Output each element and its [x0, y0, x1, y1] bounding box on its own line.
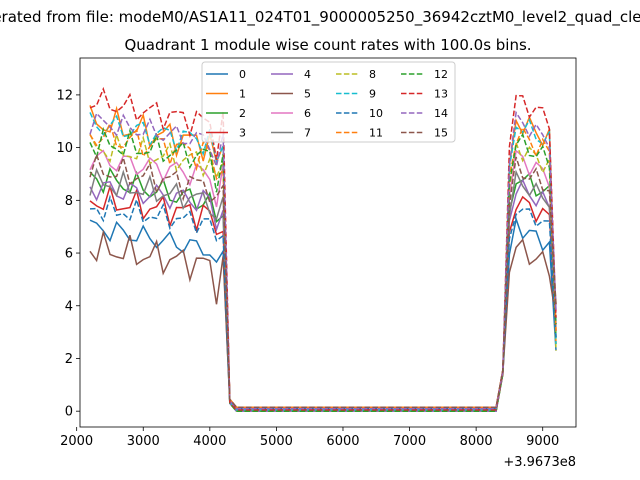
- y-tick-label: 10: [56, 141, 73, 156]
- x-tick-label: 2000: [60, 434, 93, 449]
- series-line-7: [89, 167, 557, 408]
- legend-label-14: 14: [434, 107, 448, 120]
- series-line-8: [89, 131, 557, 412]
- x-offset-label: +3.9673e8: [503, 455, 576, 470]
- suptitle: Plot generated from file: modeM0/AS1A11_…: [0, 8, 640, 27]
- legend-label-3: 3: [239, 127, 246, 140]
- y-tick-label: 4: [65, 299, 73, 314]
- series-line-14: [89, 110, 557, 410]
- series-line-13: [89, 86, 557, 411]
- axes-frame: [79, 57, 577, 428]
- legend-label-1: 1: [239, 88, 246, 101]
- series-line-15: [89, 152, 557, 408]
- x-tick-label: 9000: [526, 434, 559, 449]
- series-line-3: [89, 183, 557, 408]
- series-line-9: [89, 112, 557, 411]
- plot-area: 2000 3000 4000 5000 6000 7000 8000 9000 0246810…: [56, 57, 577, 470]
- y-axis: 0 2 4 6 8 10 12: [56, 88, 80, 420]
- x-axis: 2000 3000 4000 5000 6000 7000 8000 9000: [60, 427, 559, 449]
- x-tick-label: 4000: [193, 434, 226, 449]
- legend-label-8: 8: [369, 68, 376, 81]
- legend-label-0: 0: [239, 68, 246, 81]
- series-group: [89, 86, 557, 412]
- legend-label-4: 4: [304, 68, 311, 81]
- x-tick-label: 3000: [127, 434, 160, 449]
- series-line-1: [89, 105, 557, 411]
- legend-label-6: 6: [304, 107, 311, 120]
- x-tick-label: 5000: [260, 434, 293, 449]
- legend-label-10: 10: [369, 107, 383, 120]
- legend-label-12: 12: [434, 68, 448, 81]
- series-line-11: [89, 121, 557, 408]
- y-tick-label: 0: [65, 405, 73, 420]
- series-line-5: [89, 229, 557, 411]
- x-tick-label: 8000: [460, 434, 493, 449]
- x-tick-label: 6000: [326, 434, 359, 449]
- legend-label-7: 7: [304, 127, 311, 140]
- legend-label-2: 2: [239, 107, 246, 120]
- y-tick-label: 6: [65, 247, 73, 262]
- legend-label-13: 13: [434, 88, 448, 101]
- y-tick-label: 12: [56, 88, 73, 103]
- series-line-0: [89, 216, 557, 412]
- legend-label-9: 9: [369, 88, 376, 101]
- y-tick-label: 8: [65, 194, 73, 209]
- legend-label-5: 5: [304, 88, 311, 101]
- y-tick-label: 2: [65, 352, 73, 367]
- legend-label-15: 15: [434, 127, 448, 140]
- legend-label-11: 11: [369, 127, 383, 140]
- series-line-4: [89, 178, 557, 412]
- x-tick-label: 7000: [393, 434, 426, 449]
- legend-box: [201, 61, 456, 143]
- series-line-10: [89, 194, 557, 410]
- chart-title: Quadrant 1 module wise count rates with …: [124, 36, 531, 54]
